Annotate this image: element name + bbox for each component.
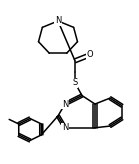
Text: N: N	[62, 123, 68, 132]
Text: O: O	[87, 50, 93, 59]
Text: N: N	[62, 100, 68, 109]
Text: N: N	[55, 16, 61, 25]
Text: S: S	[72, 78, 78, 87]
